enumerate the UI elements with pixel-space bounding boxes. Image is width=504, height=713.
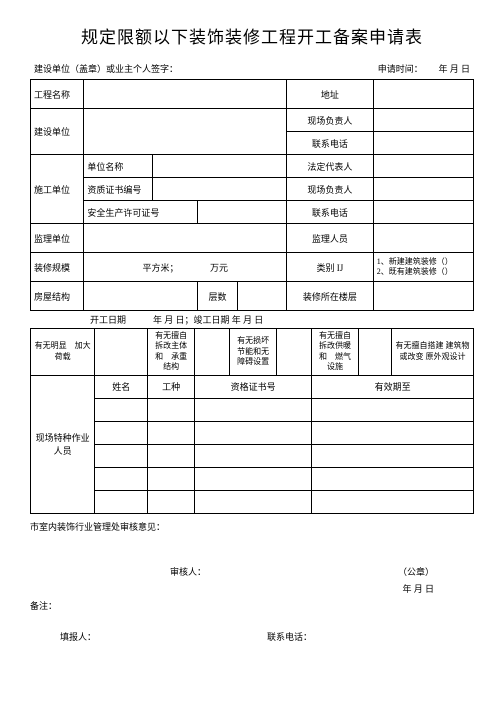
lbl-safety-permit: 安全生产许可证号 bbox=[84, 201, 198, 224]
lbl-phone-1: 联系电话 bbox=[286, 132, 373, 155]
val-project-name bbox=[84, 80, 287, 109]
val-decor-scale: 平方米； 万元 bbox=[84, 253, 287, 282]
sw-r5c4 bbox=[312, 490, 474, 513]
val-house-struct bbox=[84, 282, 198, 311]
lbl-category: 类别 IJ bbox=[286, 253, 373, 282]
lbl-site-manager-2: 现场负责人 bbox=[286, 178, 373, 201]
lbl-address: 地址 bbox=[286, 80, 373, 109]
t2-r1c2: 有无擅自拆改主体和 承重结构 bbox=[148, 329, 195, 376]
h-type: 工种 bbox=[148, 375, 195, 398]
sw-r2c2 bbox=[148, 421, 195, 444]
val-phone-1 bbox=[373, 132, 473, 155]
lbl-floors: 层数 bbox=[197, 282, 237, 311]
t2-r1c3: 有无损坏 节能和无 障碍设置 bbox=[230, 329, 277, 376]
val-build-unit bbox=[84, 109, 287, 155]
val-floors bbox=[238, 282, 287, 311]
main-table-2: 有无明显 加大荷载 有无擅自拆改主体和 承重结构 有无损坏 节能和无 障碍设置 … bbox=[30, 328, 474, 514]
t2-r1v1 bbox=[95, 329, 148, 376]
t2-r1c4: 有无擅自 拆改供暖和 燃气设施 bbox=[312, 329, 359, 376]
sw-r3c4 bbox=[312, 444, 474, 467]
page-title: 规定限额以下装饰装修工程开工备案申请表 bbox=[30, 23, 474, 48]
val-decor-floor bbox=[373, 282, 473, 311]
sw-r4c4 bbox=[312, 467, 474, 490]
sw-r2c4 bbox=[312, 421, 474, 444]
cat-opt-1: 1、新建建筑装修（） bbox=[377, 257, 470, 267]
contact-label: 联系电话： bbox=[267, 630, 474, 643]
lbl-special-workers: 现场特种作业人员 bbox=[31, 375, 95, 513]
header-row: 建设单位（盖章）或业主个人签字： 申请时间： 年 月 日 bbox=[30, 62, 474, 75]
sw-r1c2 bbox=[148, 398, 195, 421]
val-phone-2 bbox=[373, 201, 473, 224]
lbl-phone-2: 联系电话 bbox=[286, 201, 373, 224]
remark-label: 备注： bbox=[30, 599, 474, 612]
lbl-project-name: 工程名称 bbox=[31, 80, 84, 109]
date-line: 开工日期 年 月 日；竣工日期 年 月 日 bbox=[30, 311, 474, 328]
val-qual-cert bbox=[153, 178, 287, 201]
sw-r2c3 bbox=[194, 421, 311, 444]
t2-r1v3 bbox=[276, 329, 311, 376]
lbl-supervisor: 监理人员 bbox=[286, 224, 373, 253]
sw-r4c3 bbox=[194, 467, 311, 490]
sw-r2c1 bbox=[95, 421, 148, 444]
sw-r1c4 bbox=[312, 398, 474, 421]
reviewer-label: 审核人： bbox=[170, 565, 206, 578]
sw-r5c2 bbox=[148, 490, 195, 513]
header-right: 申请时间： 年 月 日 bbox=[378, 62, 470, 75]
val-category: 1、新建建筑装修（） 2、既有建筑装修（） bbox=[373, 253, 473, 282]
lbl-construct-unit: 施工单位 bbox=[31, 155, 84, 224]
val-legal-rep bbox=[373, 155, 473, 178]
lbl-decor-floor: 装修所在楼层 bbox=[286, 282, 373, 311]
h-name: 姓名 bbox=[95, 375, 148, 398]
lbl-supervision: 监理单位 bbox=[31, 224, 84, 253]
val-address bbox=[373, 80, 473, 109]
sw-r4c1 bbox=[95, 467, 148, 490]
filler-label: 填报人： bbox=[60, 630, 267, 643]
sw-r5c1 bbox=[95, 490, 148, 513]
h-certno: 资格证书号 bbox=[194, 375, 311, 398]
cat-opt-2: 2、既有建筑装修（） bbox=[377, 267, 470, 277]
header-left: 建设单位（盖章）或业主个人签字： bbox=[34, 62, 178, 75]
val-supervisor bbox=[373, 224, 473, 253]
lbl-unit-name: 单位名称 bbox=[84, 155, 153, 178]
lbl-site-manager-1: 现场负责人 bbox=[286, 109, 373, 132]
t2-r1v4 bbox=[358, 329, 391, 376]
val-unit-name bbox=[153, 155, 287, 178]
footer-block: 市室内装饰行业管理处审核意见： 审核人： （公章） 年 月 日 备注： 填报人：… bbox=[30, 520, 474, 643]
lbl-legal-rep: 法定代表人 bbox=[286, 155, 373, 178]
val-safety-permit bbox=[197, 201, 286, 224]
val-site-manager-2 bbox=[373, 178, 473, 201]
review-opinion: 市室内装饰行业管理处审核意见： bbox=[30, 520, 474, 533]
sw-r1c1 bbox=[95, 398, 148, 421]
val-supervision bbox=[84, 224, 287, 253]
sw-r5c3 bbox=[194, 490, 311, 513]
lbl-qual-cert: 资质证书编号 bbox=[84, 178, 153, 201]
sw-r1c3 bbox=[194, 398, 311, 421]
h-valid: 有效期至 bbox=[312, 375, 474, 398]
t2-r1v2 bbox=[194, 329, 229, 376]
val-site-manager-1 bbox=[373, 109, 473, 132]
footer-date: 年 月 日 bbox=[30, 582, 474, 595]
lbl-house-struct: 房屋结构 bbox=[31, 282, 84, 311]
sw-r3c1 bbox=[95, 444, 148, 467]
stamp-label: （公章） bbox=[398, 565, 434, 578]
sw-r4c2 bbox=[148, 467, 195, 490]
lbl-decor-scale: 装修规模 bbox=[31, 253, 84, 282]
sw-r3c3 bbox=[194, 444, 311, 467]
t2-r1c1: 有无明显 加大荷载 bbox=[31, 329, 95, 376]
t2-r1c5: 有无擅自搭建 建筑物或改变 原外观设计 bbox=[391, 329, 473, 376]
sw-r3c2 bbox=[148, 444, 195, 467]
main-table-1: 工程名称 地址 建设单位 现场负责人 联系电话 施工单位 单位名称 法定代表人 … bbox=[30, 79, 474, 311]
lbl-build-unit: 建设单位 bbox=[31, 109, 84, 155]
